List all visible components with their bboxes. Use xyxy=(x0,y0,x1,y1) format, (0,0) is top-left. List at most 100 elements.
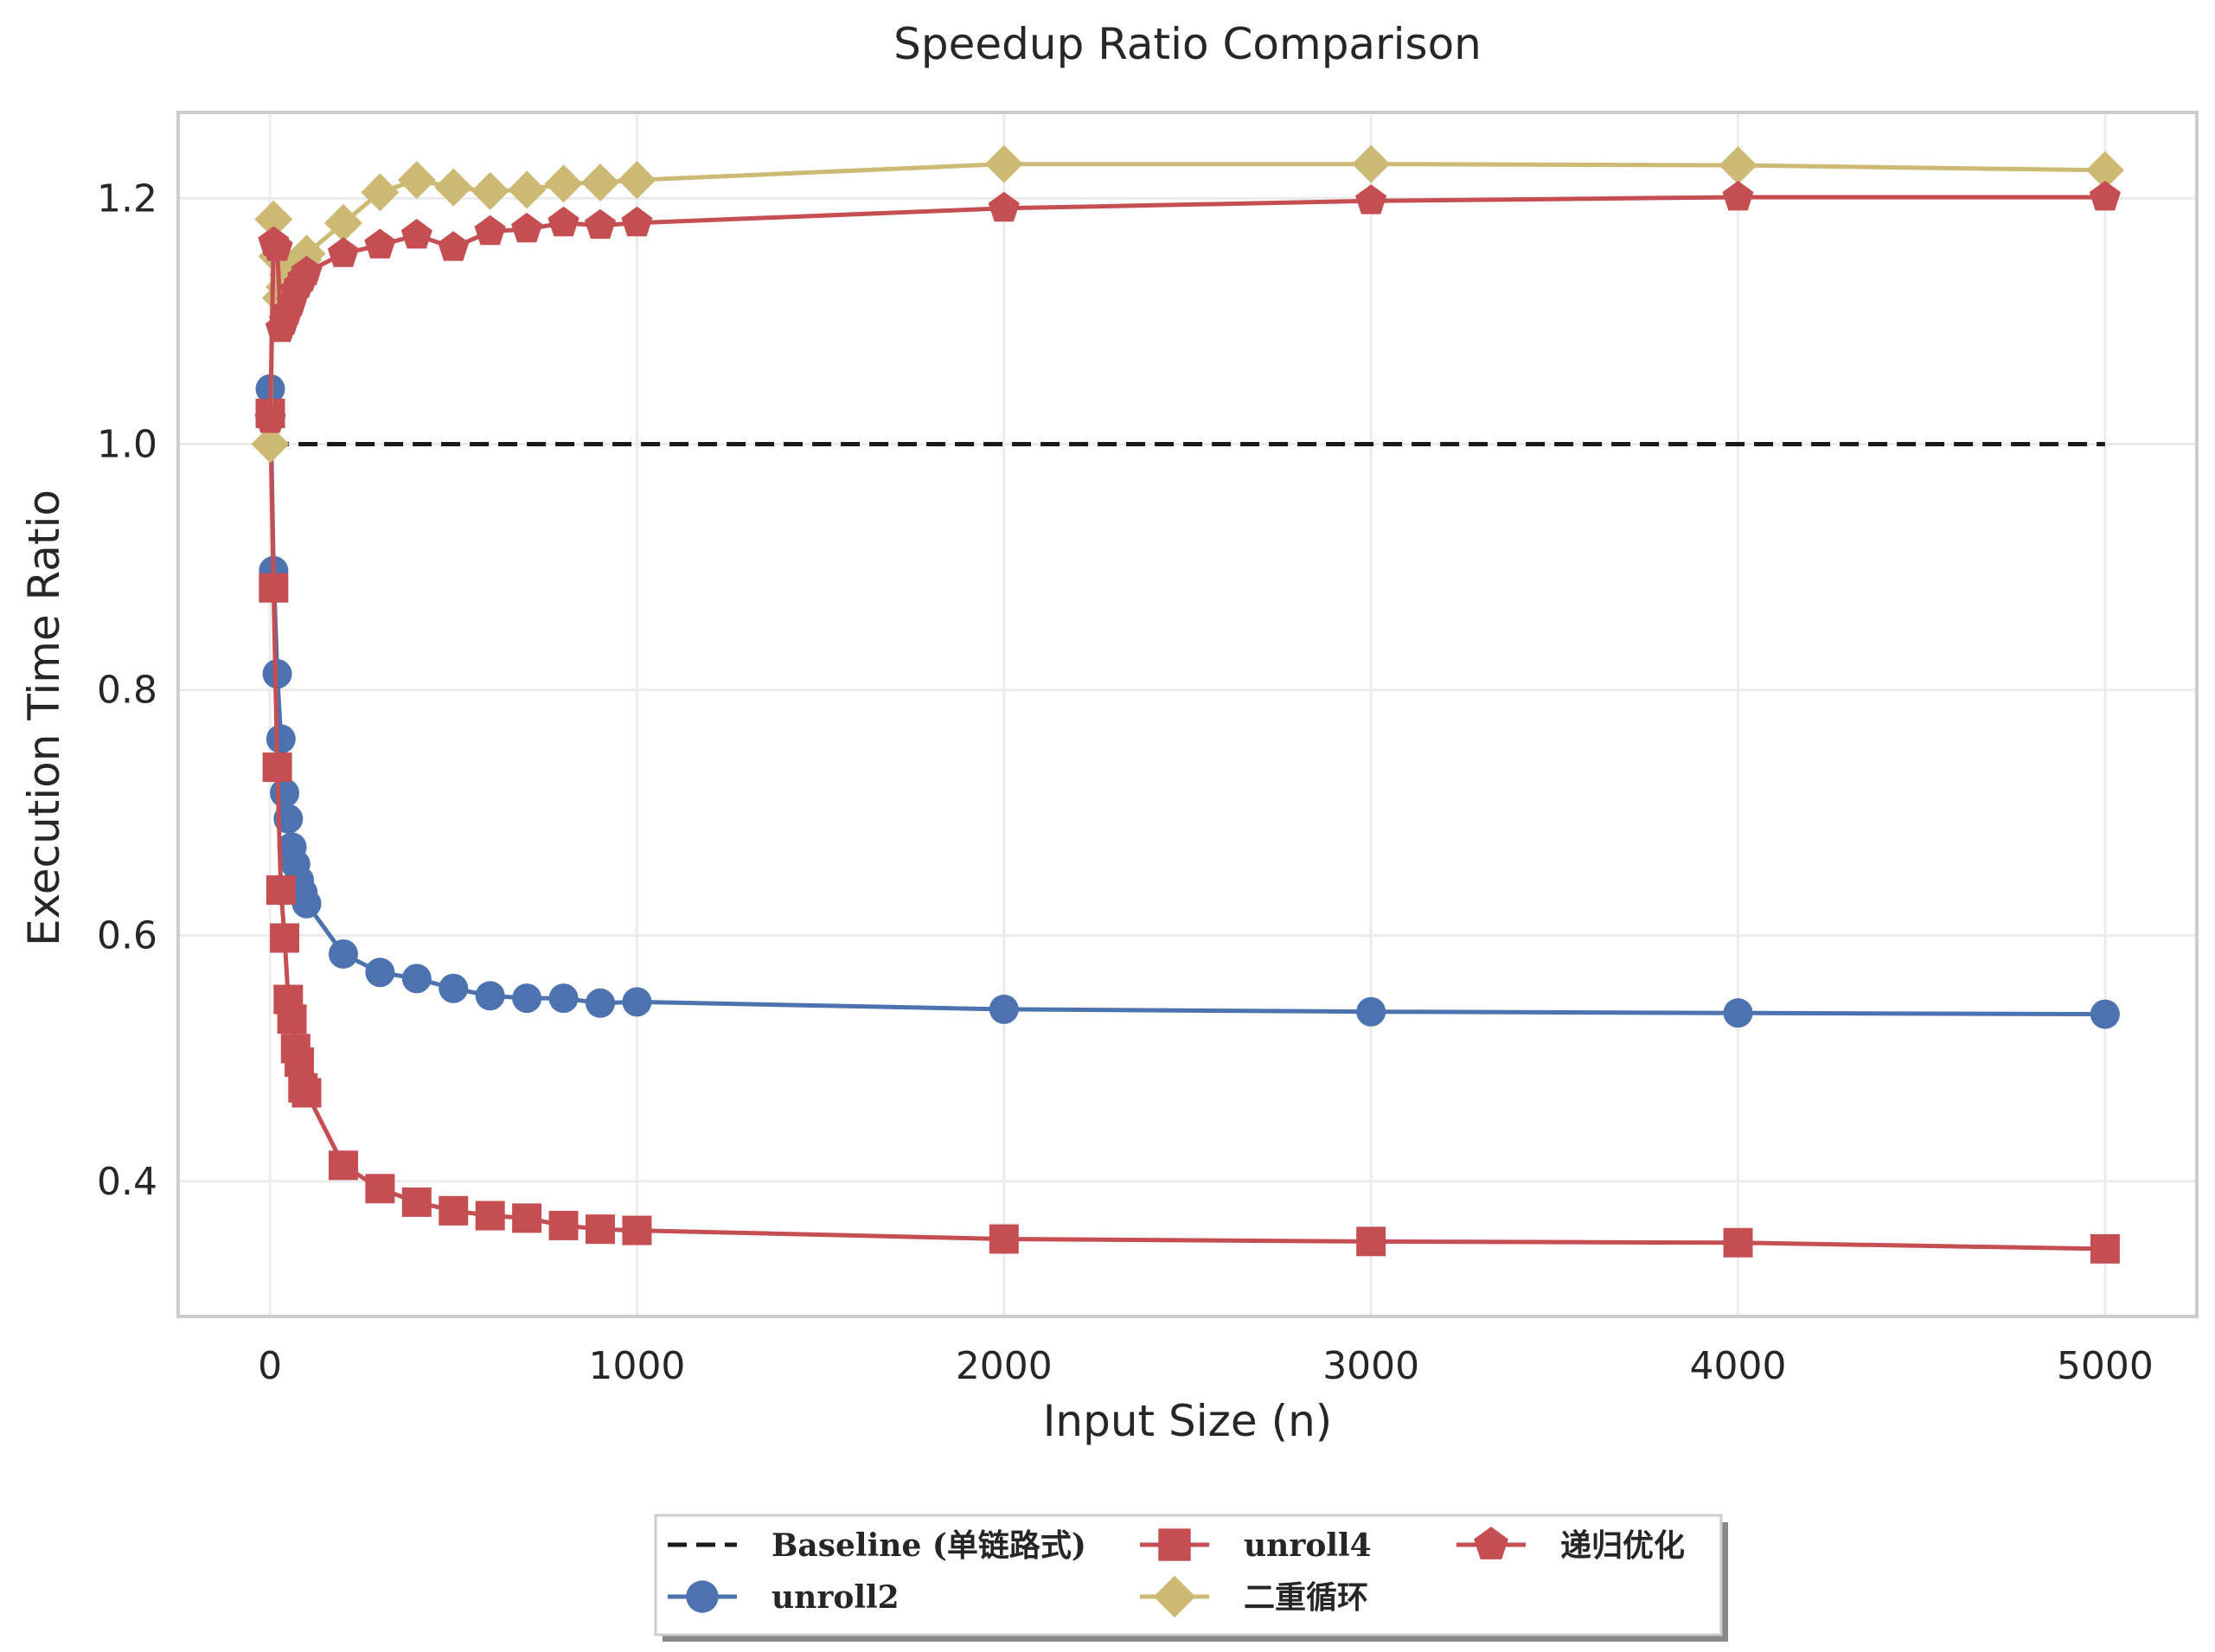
tick-labels: 0 1000 2000 3000 4000 5000 0.4 0.6 0.8 1.0 1.2 xyxy=(97,176,2154,1388)
data-point-square xyxy=(270,923,300,953)
data-point-pentagon xyxy=(1474,1527,1508,1559)
x-tick-label: 5000 xyxy=(2057,1344,2154,1388)
data-point-circle xyxy=(1723,998,1753,1028)
x-tick-label: 0 xyxy=(258,1344,282,1388)
legend-label: unroll2 xyxy=(771,1579,899,1616)
data-point-diamond xyxy=(581,163,620,202)
data-point-square xyxy=(266,875,296,906)
x-tick-label: 3000 xyxy=(1322,1344,1419,1388)
data-point-pentagon xyxy=(400,219,432,249)
data-point-square xyxy=(277,1004,307,1034)
legend-entry: 二重循环 xyxy=(1140,1575,1368,1618)
y-axis-label: Execution Time Ratio xyxy=(19,490,69,946)
data-point-pentagon xyxy=(291,255,323,285)
data-point-square xyxy=(475,1201,505,1231)
data-point-pentagon xyxy=(438,231,470,261)
data-point-circle xyxy=(548,983,579,1014)
data-point-diamond xyxy=(471,171,509,210)
legend-entry: unroll4 xyxy=(1140,1527,1372,1564)
chart-title: Speedup Ratio Comparison xyxy=(893,19,1482,69)
legend: Baseline (单链路式) unroll2 unroll4 二重循环 递归优化 xyxy=(654,1514,1728,1642)
data-point-square xyxy=(262,752,292,783)
data-point-pentagon xyxy=(988,191,1020,222)
data-point-diamond xyxy=(323,203,362,242)
data-point-circle xyxy=(401,964,432,994)
data-point-square xyxy=(439,1195,469,1226)
data-point-diamond xyxy=(434,168,473,207)
data-point-circle xyxy=(328,938,358,969)
legend-label: 二重循环 xyxy=(1244,1579,1368,1616)
data-point-square xyxy=(1158,1528,1191,1561)
plot-frame xyxy=(176,111,2199,1318)
legend-entry: Baseline (单链路式) xyxy=(668,1527,1086,1564)
data-point-diamond xyxy=(984,144,1023,183)
data-point-diamond xyxy=(544,164,583,203)
data-point-diamond xyxy=(1352,144,1391,183)
data-point-diamond xyxy=(251,425,290,464)
data-point-pentagon xyxy=(1722,181,1754,211)
legend-label: 递归优化 xyxy=(1560,1527,1685,1564)
data-point-pentagon xyxy=(261,231,293,261)
data-point-square xyxy=(328,1150,358,1181)
data-point-circle xyxy=(622,987,652,1017)
y-tick-label: 0.4 xyxy=(97,1160,157,1204)
legend-label: unroll4 xyxy=(1244,1527,1372,1564)
data-point-square xyxy=(512,1203,542,1233)
data-point-pentagon xyxy=(511,212,543,243)
data-point-pentagon xyxy=(474,215,506,246)
data-point-square xyxy=(989,1224,1019,1254)
data-point-square xyxy=(622,1215,652,1245)
data-point-diamond xyxy=(361,173,400,212)
data-point-pentagon xyxy=(364,228,396,259)
data-point-square xyxy=(259,573,289,603)
data-point-circle xyxy=(439,973,469,1003)
data-point-circle xyxy=(270,778,300,808)
series-1 xyxy=(255,374,2120,1029)
data-point-circle xyxy=(1356,996,1386,1027)
data-point-pentagon xyxy=(621,206,653,237)
series-2 xyxy=(255,399,2120,1264)
x-tick-label: 2000 xyxy=(956,1344,1053,1388)
data-point-pentagon xyxy=(1355,184,1387,215)
series-4 xyxy=(254,181,2121,433)
data-point-circle xyxy=(989,994,1019,1024)
data-point-diamond xyxy=(254,200,293,239)
data-point-circle xyxy=(365,957,395,988)
legend-label: Baseline (单链路式) xyxy=(771,1527,1086,1564)
data-point-pentagon xyxy=(2089,181,2121,211)
y-tick-label: 0.8 xyxy=(97,669,157,713)
data-point-square xyxy=(1356,1226,1386,1257)
x-axis-label: Input Size (n) xyxy=(1043,1396,1333,1446)
data-point-square xyxy=(401,1187,432,1217)
y-tick-label: 0.6 xyxy=(97,914,157,958)
data-point-pentagon xyxy=(584,208,617,239)
data-point-pentagon xyxy=(547,206,579,237)
data-point-square xyxy=(586,1214,616,1245)
data-point-square xyxy=(1723,1227,1753,1258)
data-point-circle xyxy=(475,981,505,1011)
data-point-diamond xyxy=(2085,150,2124,189)
data-point-square xyxy=(291,1078,322,1108)
data-point-diamond xyxy=(1153,1575,1196,1618)
data-point-square xyxy=(285,1047,315,1077)
x-tick-label: 4000 xyxy=(1690,1344,1787,1388)
data-point-diamond xyxy=(397,161,436,200)
data-point-pentagon xyxy=(254,403,286,433)
y-tick-label: 1.0 xyxy=(97,423,157,467)
y-tick-label: 1.2 xyxy=(97,176,157,221)
data-point-square xyxy=(365,1174,395,1204)
data-point-diamond xyxy=(1719,146,1757,185)
data-point-diamond xyxy=(508,170,547,209)
data-point-circle xyxy=(266,724,296,754)
series-layer xyxy=(251,144,2124,1264)
data-point-square xyxy=(548,1210,579,1240)
x-tick-label: 1000 xyxy=(588,1344,685,1388)
legend-entry: unroll2 xyxy=(668,1579,899,1616)
data-point-pentagon xyxy=(327,237,359,267)
data-point-circle xyxy=(512,983,542,1014)
data-point-circle xyxy=(291,888,322,919)
data-point-circle xyxy=(586,988,616,1018)
